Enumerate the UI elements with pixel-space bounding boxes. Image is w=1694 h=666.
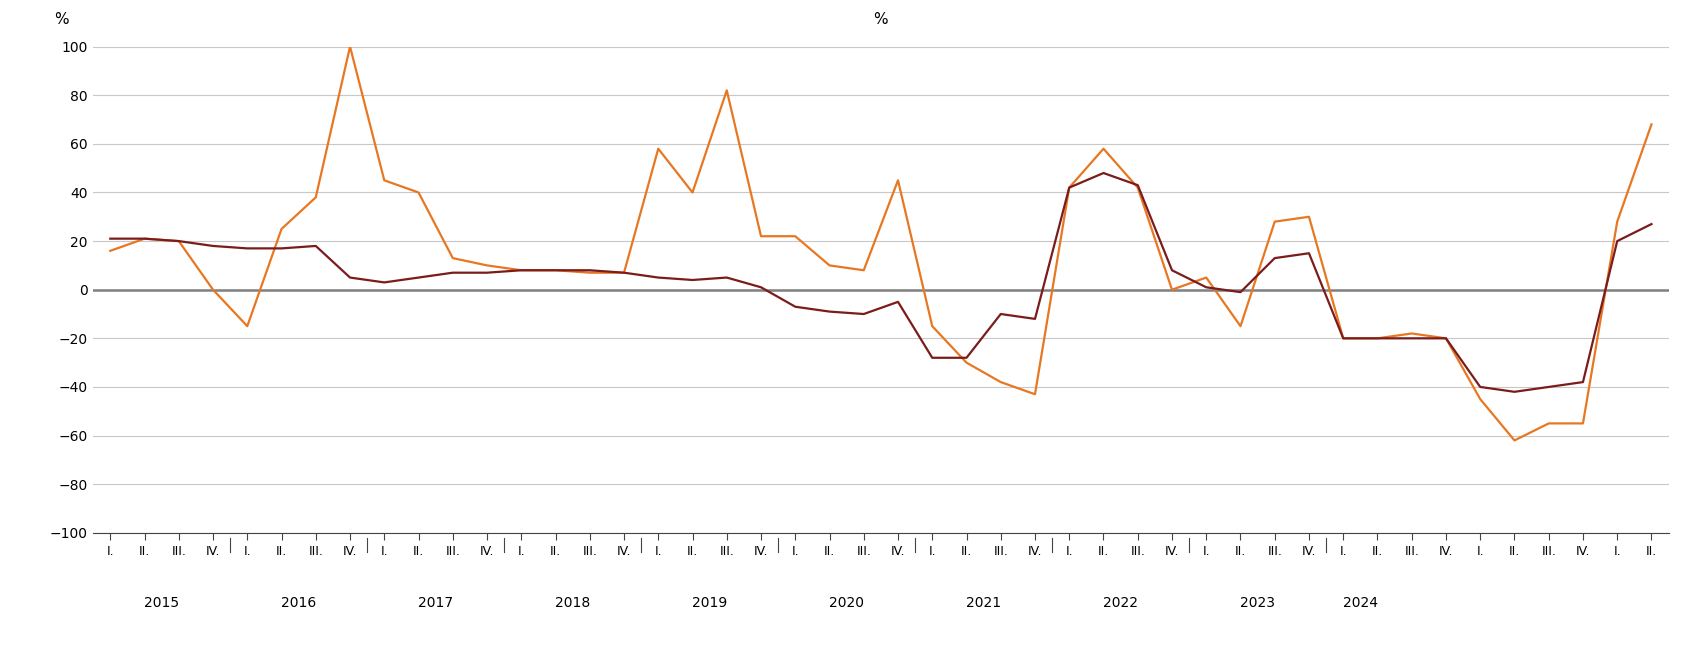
Text: 2024: 2024 — [1343, 596, 1377, 610]
Text: 2019: 2019 — [693, 596, 727, 610]
Text: 2023: 2023 — [1240, 596, 1276, 610]
Text: 2017: 2017 — [418, 596, 454, 610]
Text: %: % — [874, 12, 888, 27]
Text: 2020: 2020 — [828, 596, 864, 610]
Text: 2016: 2016 — [281, 596, 317, 610]
Text: 2021: 2021 — [966, 596, 1001, 610]
Text: 2018: 2018 — [556, 596, 590, 610]
Text: 2015: 2015 — [144, 596, 180, 610]
Text: %: % — [54, 12, 68, 27]
Text: 2022: 2022 — [1103, 596, 1138, 610]
